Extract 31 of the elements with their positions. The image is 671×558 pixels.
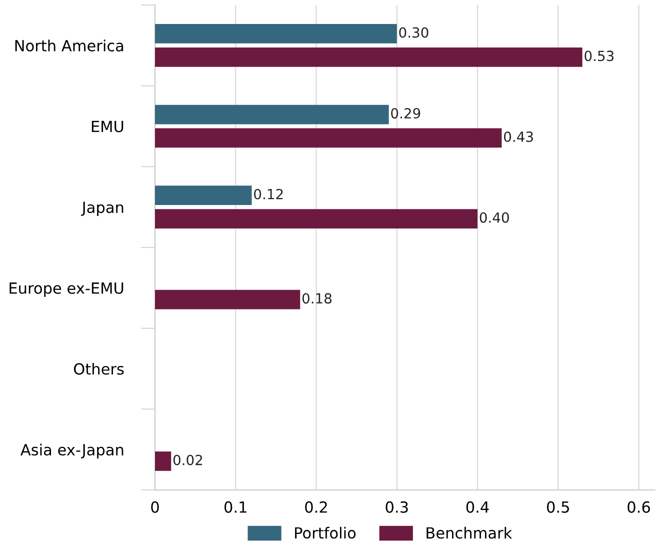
x-tick-label: 0.1 [224,501,246,513]
y-tick-label: North America [15,40,124,52]
x-tick-label: 0 [151,501,159,513]
bar [155,186,252,206]
x-tick-label: 0.5 [547,501,569,513]
data-label: 0.53 [584,50,614,62]
x-tick-label: 0.3 [386,501,408,513]
y-tick-label: Others [74,362,124,375]
legend-label: Benchmark [426,526,512,539]
data-label: 0.18 [302,293,332,304]
y-tick-label: EMU [92,120,124,132]
x-tick-label: 0.6 [628,501,650,513]
x-tick-label: 0.2 [305,501,327,513]
bar [155,128,502,148]
legend-label: Portfolio [295,526,356,539]
bar [155,452,172,471]
bar [155,104,389,124]
bar [155,47,582,67]
y-tick-label: Asia ex-Japan [20,444,124,458]
data-label: 0.43 [504,131,533,142]
data-label: 0.29 [391,108,420,119]
data-label: 0.12 [254,188,283,200]
y-tick-label: Japan [81,202,124,216]
data-label: 0.40 [480,212,509,223]
y-tick-label: Europe ex-EMU [10,282,124,297]
bar [155,24,397,44]
data-label: 0.02 [173,454,202,466]
data-label: 0.30 [399,27,428,38]
bar [155,209,478,228]
bar [155,290,300,310]
x-tick-label: 0.4 [466,501,489,513]
